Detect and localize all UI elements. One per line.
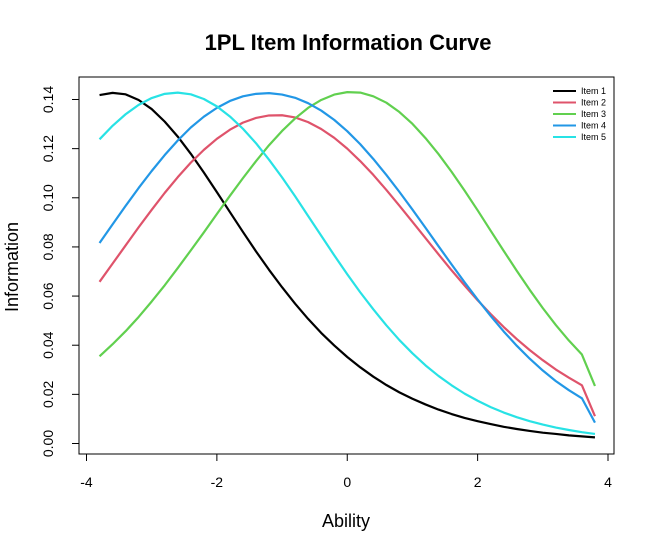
legend-label: Item 5 (581, 132, 606, 142)
chart-title: 1PL Item Information Curve (205, 30, 492, 55)
x-tick-label: -2 (211, 474, 224, 490)
y-tick-label: 0.12 (40, 135, 56, 162)
y-axis: 0.00 0.02 0.04 0.06 0.08 0.10 0.12 0.14 (40, 86, 80, 457)
y-tick-label: 0.04 (40, 331, 56, 358)
x-tick-label: 0 (343, 474, 351, 490)
plot-frame (78, 76, 615, 455)
series-layer (98, 91, 596, 439)
series-line-item-3 (98, 91, 596, 387)
x-tick-label: -4 (80, 474, 93, 490)
x-axis-label: Ability (322, 511, 370, 531)
legend-label: Item 2 (581, 98, 606, 108)
x-tick-label: 2 (474, 474, 482, 490)
legend-label: Item 3 (581, 109, 606, 119)
y-tick-label: 0.08 (40, 233, 56, 260)
series-line-item-4 (98, 92, 596, 424)
series-line-item-5 (98, 91, 596, 436)
x-axis: -4 -2 0 2 4 (80, 453, 612, 490)
y-tick-label: 0.02 (40, 381, 56, 408)
series-line-item-1 (99, 91, 596, 439)
series-line-item-2 (98, 114, 596, 417)
y-axis-label: Information (2, 222, 22, 312)
y-tick-label: 0.10 (40, 184, 56, 211)
x-tick-label: 4 (604, 474, 612, 490)
y-tick-label: 0.14 (40, 86, 56, 113)
y-tick-label: 0.06 (40, 282, 56, 309)
legend-label: Item 1 (581, 86, 606, 96)
legend-label: Item 4 (581, 121, 606, 131)
y-tick-label: 0.00 (40, 430, 56, 457)
